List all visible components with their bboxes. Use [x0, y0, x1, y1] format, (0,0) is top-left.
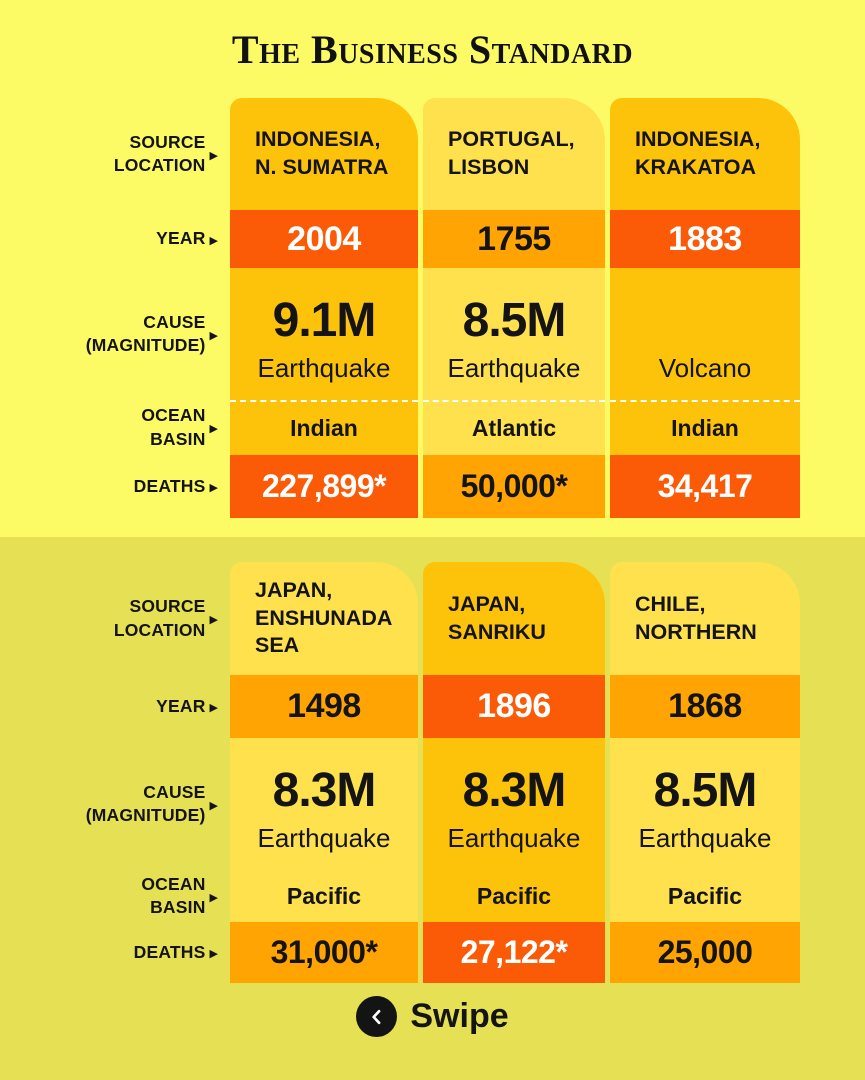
top-panel: The Business Standard SOURCE LOCATION ▶ …: [0, 0, 865, 537]
cause-cell: Volcano: [610, 268, 800, 400]
cause-type: Earthquake: [257, 353, 391, 384]
year-cell: 2004: [230, 210, 418, 268]
deaths-cell: 50,000*: [423, 455, 605, 518]
year-cell: 1883: [610, 210, 800, 268]
row-label-source-location: SOURCE LOCATION ▶: [113, 131, 218, 175]
location-cell: CHILE, NORTHERN: [610, 562, 800, 675]
basin-cell: Pacific: [423, 870, 605, 922]
basin-cell: Indian: [610, 400, 800, 455]
deaths-cell: 27,122*: [423, 922, 605, 983]
cause-type: Earthquake: [257, 823, 391, 854]
row-label-deaths: DEATHS ▶: [133, 475, 218, 496]
magnitude-value: 8.5M: [653, 764, 758, 818]
row-label-deaths: DEATHS ▶: [133, 941, 218, 962]
row-label-year: YEAR ▶: [156, 695, 218, 716]
cause-cell: 8.3M Earthquake: [423, 738, 605, 870]
year-cell: 1755: [423, 210, 605, 268]
row-label-cause: CAUSE (MAGNITUDE) ▶: [85, 311, 218, 355]
swipe-button[interactable]: Swipe: [0, 996, 865, 1037]
label-arrow-icon: ▶: [209, 799, 218, 812]
magnitude-value: 8.5M: [462, 294, 567, 348]
basin-cell: Indian: [230, 400, 418, 455]
basin-cell: Pacific: [230, 870, 418, 922]
label-arrow-icon: ▶: [209, 702, 218, 714]
row-label-source-location: SOURCE LOCATION ▶: [113, 596, 218, 640]
cause-type: Earthquake: [447, 823, 581, 854]
label-arrow-icon: ▶: [209, 891, 218, 904]
location-cell: JAPAN, ENSHUNADA SEA: [230, 562, 418, 675]
row-label-year: YEAR ▶: [156, 228, 218, 249]
magnitude-value: 8.3M: [272, 764, 377, 818]
cause-cell: 8.5M Earthquake: [610, 738, 800, 870]
cause-type: Volcano: [658, 353, 752, 384]
year-cell: 1868: [610, 675, 800, 738]
label-arrow-icon: ▶: [209, 234, 218, 247]
label-arrow-icon: ▶: [209, 614, 218, 626]
cause-cell: 8.3M Earthquake: [230, 738, 418, 870]
magnitude-value: 8.3M: [462, 764, 567, 818]
label-arrow-icon: ▶: [209, 482, 218, 494]
magnitude-value: 9.1M: [272, 294, 377, 348]
bottom-panel: SOURCE LOCATION ▶ JAPAN, ENSHUNADA SEA J…: [0, 537, 865, 1080]
location-cell: PORTUGAL, LISBON: [423, 98, 605, 210]
deaths-cell: 31,000*: [230, 922, 418, 983]
location-cell: INDONESIA, N. SUMATRA: [230, 98, 418, 210]
row-label-ocean-basin: OCEAN BASIN ▶: [141, 405, 218, 449]
swipe-label: Swipe: [410, 997, 509, 1035]
row-label-cause: CAUSE (MAGNITUDE) ▶: [85, 781, 218, 825]
deaths-cell: 34,417: [610, 455, 800, 518]
basin-cell: Atlantic: [423, 400, 605, 455]
chevron-left-icon[interactable]: [356, 996, 398, 1037]
label-arrow-icon: ▶: [209, 149, 218, 162]
year-cell: 1896: [423, 675, 605, 738]
page-title: The Business Standard: [231, 26, 634, 72]
row-label-ocean-basin: OCEAN BASIN ▶: [141, 873, 218, 917]
label-arrow-icon: ▶: [209, 948, 218, 960]
deaths-cell: 227,899*: [230, 455, 418, 518]
year-cell: 1498: [230, 675, 418, 738]
cause-type: Earthquake: [638, 823, 772, 854]
location-cell: INDONESIA, KRAKATOA: [610, 98, 800, 210]
cause-cell: 8.5M Earthquake: [423, 268, 605, 400]
cause-type: Earthquake: [447, 353, 581, 384]
basin-cell: Pacific: [610, 870, 800, 922]
cause-cell: 9.1M Earthquake: [230, 268, 418, 400]
top-table: SOURCE LOCATION ▶ INDONESIA, N. SUMATRA …: [0, 98, 865, 518]
bottom-table: SOURCE LOCATION ▶ JAPAN, ENSHUNADA SEA J…: [0, 562, 865, 983]
deaths-cell: 25,000: [610, 922, 800, 983]
location-cell: JAPAN, SANRIKU: [423, 562, 605, 675]
masthead: The Business Standard: [0, 0, 865, 98]
label-arrow-icon: ▶: [209, 423, 218, 435]
label-arrow-icon: ▶: [209, 329, 218, 342]
